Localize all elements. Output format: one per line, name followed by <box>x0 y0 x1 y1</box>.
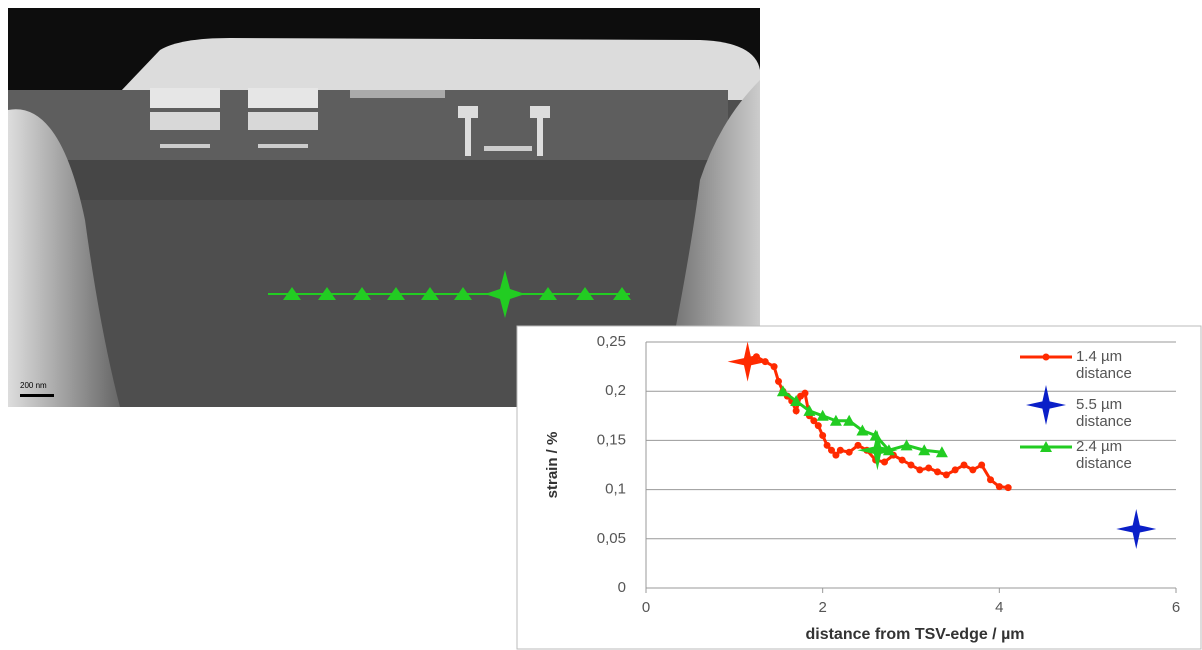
legend-label: 2.4 µm distance <box>1076 438 1166 472</box>
legend-label: 5.5 µm distance <box>1076 396 1166 430</box>
legend-label: 1.4 µm distance <box>1076 348 1166 382</box>
x-axis-label: distance from TSV-edge / µm <box>805 626 1024 643</box>
page: 200 nm distance from TSV-edge / µm strai… <box>0 0 1202 650</box>
point <box>934 468 941 475</box>
x-tick-label: 2 <box>818 599 826 616</box>
point <box>916 466 923 473</box>
point <box>943 471 950 478</box>
y-tick-label: 0,2 <box>605 382 626 399</box>
y-tick-label: 0,15 <box>597 431 626 448</box>
y-tick-label: 0,1 <box>605 481 626 498</box>
point <box>1005 484 1012 491</box>
y-axis-label: strain / % <box>544 432 561 499</box>
legend-marker <box>1043 354 1050 361</box>
point <box>846 449 853 456</box>
point <box>837 447 844 454</box>
y-tick-label: 0 <box>618 579 626 596</box>
x-tick-label: 4 <box>995 599 1003 616</box>
point <box>996 483 1003 490</box>
point <box>899 457 906 464</box>
figure: 200 nm distance from TSV-edge / µm strai… <box>0 0 1202 650</box>
point <box>987 476 994 483</box>
point <box>952 466 959 473</box>
point <box>819 432 826 439</box>
point <box>978 462 985 469</box>
point <box>969 466 976 473</box>
point <box>961 462 968 469</box>
point <box>775 378 782 385</box>
point <box>855 442 862 449</box>
x-tick-label: 0 <box>642 599 650 616</box>
x-tick-label: 6 <box>1172 599 1180 616</box>
point <box>802 390 809 397</box>
point <box>771 363 778 370</box>
point <box>881 459 888 466</box>
point <box>908 462 915 469</box>
y-tick-label: 0,05 <box>597 530 626 547</box>
y-tick-label: 0,25 <box>597 333 626 350</box>
scale-bar-label: 200 nm <box>20 381 47 390</box>
point <box>815 422 822 429</box>
point <box>925 464 932 471</box>
point <box>793 407 800 414</box>
